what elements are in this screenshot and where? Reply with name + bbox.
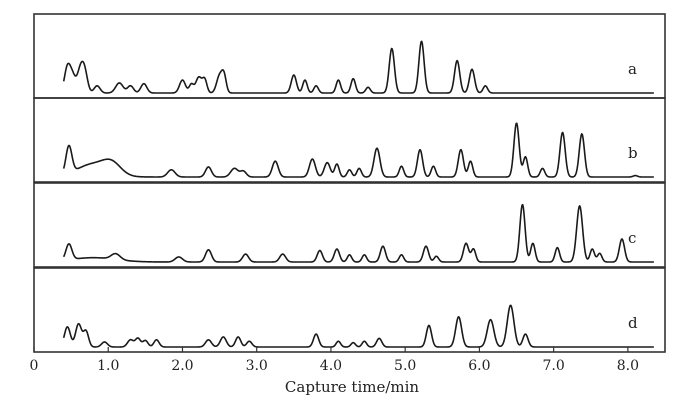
panel-c: c [33,182,666,268]
x-tick-label: 8.0 [617,358,639,374]
x-tick-label: 4.0 [320,358,342,374]
x-axis: 0 1.0 2.0 3.0 4.0 5.0 6.0 7.0 8.0 Capture time/m… [30,347,639,396]
panel-label-d: d [628,314,638,332]
panel-b: b [33,97,666,183]
x-tick-label: 7.0 [543,358,565,374]
x-tick-label: 5.0 [394,358,416,374]
x-tick-label: 6.0 [468,358,490,374]
panel-label-b: b [628,144,638,162]
panel-frame-a [33,13,666,99]
panel-frame-d [33,267,666,353]
trace-a [62,40,655,94]
x-tick-label: 1.0 [97,358,119,374]
x-tick-label: 2.0 [171,358,193,374]
x-tick-label: 0 [30,358,39,374]
x-ticks: 0 1.0 2.0 3.0 4.0 5.0 6.0 7.0 8.0 [30,347,639,374]
x-axis-title: Capture time/min [285,378,420,396]
trace-c [62,203,655,263]
panel-a: a [33,13,666,99]
panels-layer: a b c d [33,13,666,353]
trace-d [62,304,655,348]
panel-d: d [33,267,666,353]
panel-label-a: a [628,60,637,78]
panel-frame-c [33,182,666,268]
panel-label-c: c [628,229,636,247]
x-tick-label: 3.0 [246,358,268,374]
trace-b [62,122,655,178]
panel-frame-b [33,97,666,183]
